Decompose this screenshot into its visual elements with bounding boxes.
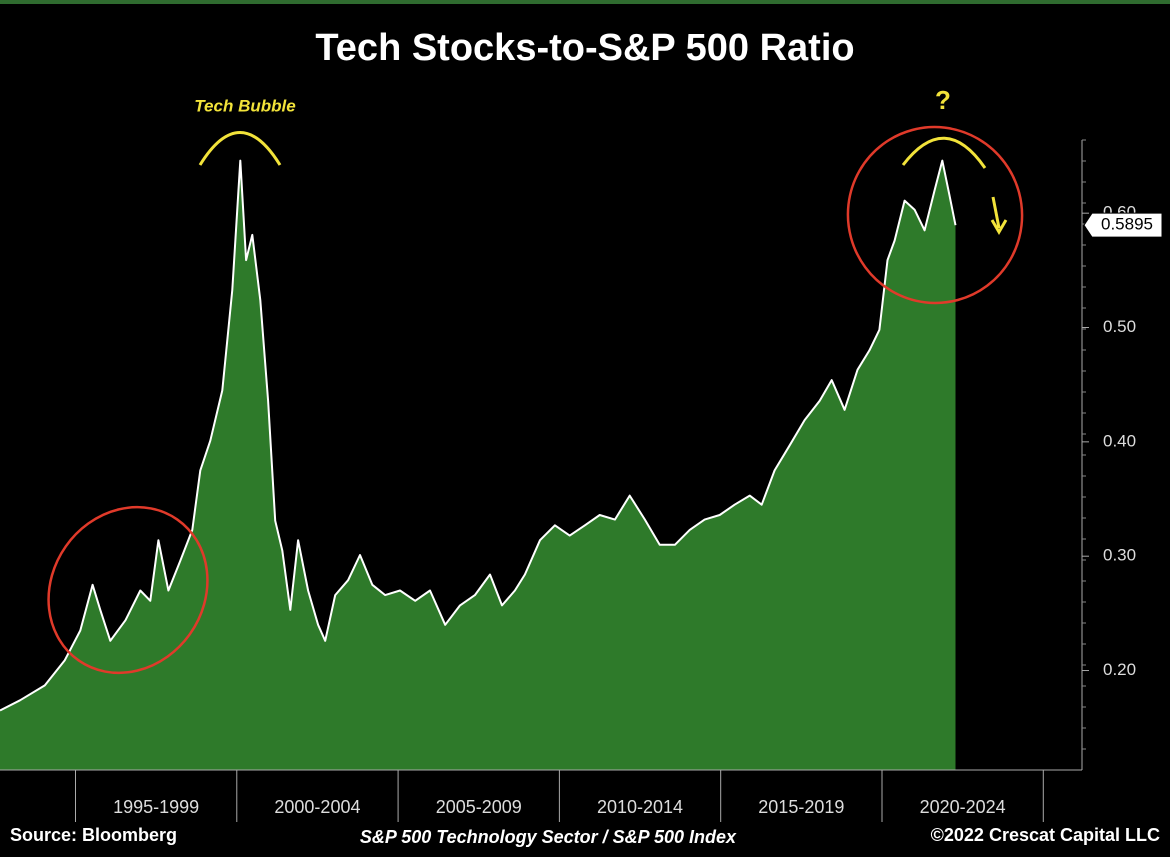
x-tick-label: 1995-1999 bbox=[113, 797, 199, 817]
y-tick-label: 0.30 bbox=[1103, 546, 1136, 565]
peak-arc bbox=[901, 136, 987, 169]
value-label: 0.5895 bbox=[1101, 215, 1153, 234]
y-tick-label: 0.40 bbox=[1103, 431, 1136, 450]
credit: ©2022 Crescat Capital LLC bbox=[931, 825, 1160, 845]
x-tick-label: 2010-2014 bbox=[597, 797, 683, 817]
x-tick-label: 2020-2024 bbox=[920, 797, 1006, 817]
chart-title: Tech Stocks-to-S&P 500 Ratio bbox=[315, 27, 854, 69]
annotation: ? bbox=[935, 85, 951, 115]
y-tick-label: 0.20 bbox=[1103, 660, 1136, 679]
line bbox=[0, 159, 957, 712]
value-label-box bbox=[1083, 212, 1163, 238]
down-arrow bbox=[990, 196, 1008, 235]
red-circle bbox=[47, 505, 209, 675]
top-strip bbox=[0, 0, 1170, 4]
source: Source: Bloomberg bbox=[10, 825, 177, 845]
x-tick-label: 2000-2004 bbox=[274, 797, 360, 817]
annotation: Tech Bubble bbox=[194, 96, 295, 115]
subtitle: S&P 500 Technology Sector / S&P 500 Inde… bbox=[360, 827, 737, 847]
bubble-arc bbox=[198, 131, 282, 166]
x-tick-label: 2005-2009 bbox=[436, 797, 522, 817]
red-circle bbox=[846, 125, 1024, 305]
annotation-shapes bbox=[47, 125, 1024, 675]
y-tick-label: 0.50 bbox=[1103, 317, 1136, 336]
x-tick-label: 2015-2019 bbox=[758, 797, 844, 817]
area bbox=[0, 160, 956, 771]
